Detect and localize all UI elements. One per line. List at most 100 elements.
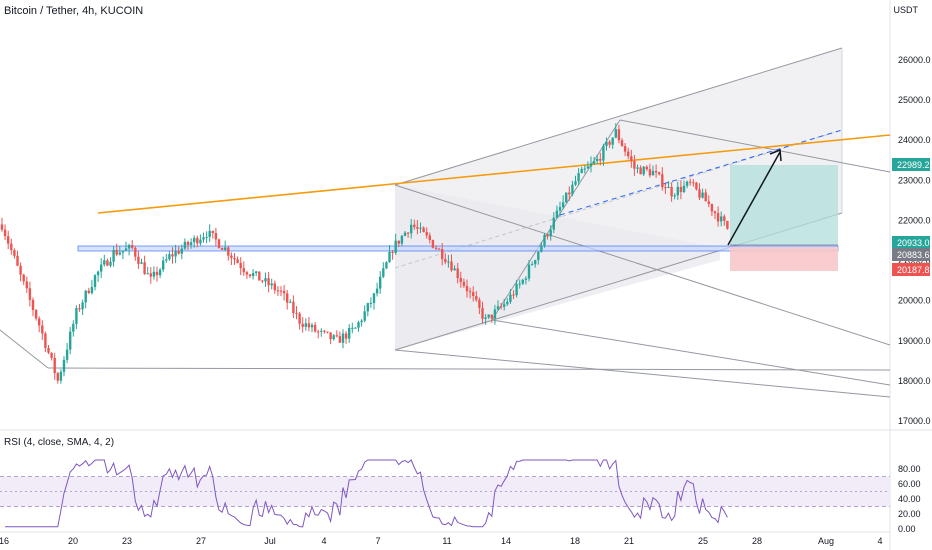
candle-body (7, 236, 10, 244)
candle-body (329, 332, 332, 340)
candle-body (289, 301, 292, 303)
candle-body (484, 317, 487, 319)
candle-body (441, 249, 444, 260)
candle-body (227, 247, 230, 256)
candle-body (565, 192, 568, 203)
candle-body (165, 259, 168, 261)
candle-body (323, 330, 326, 332)
candle-body (661, 174, 664, 188)
rsi-indicator-label[interactable]: RSI (4, close, SMA, 4, 2) (4, 437, 115, 448)
candle-body (509, 294, 512, 302)
candle-body (692, 182, 695, 184)
projection-arrow (727, 151, 781, 246)
candle-body (530, 264, 534, 266)
time-tick-label: 27 (196, 536, 206, 546)
price-tick-label: 17000.0 (898, 416, 931, 426)
candle-body (670, 186, 673, 197)
support-zone (77, 245, 839, 252)
candle-body (270, 283, 273, 286)
candle-body (351, 327, 354, 329)
candle-body (496, 306, 500, 310)
candle-body (580, 168, 583, 174)
candle-body (56, 373, 59, 381)
candle-body (685, 181, 689, 186)
candle-body (459, 278, 462, 282)
candle-body (50, 352, 53, 358)
projection-arrowhead (769, 148, 782, 162)
candle-body (521, 279, 524, 284)
candle-body (676, 186, 679, 196)
candle-body (589, 163, 593, 167)
candle-body (152, 271, 156, 277)
candle-body (344, 333, 348, 339)
candle-body (25, 281, 28, 289)
candle-body (651, 171, 655, 176)
candle-body (357, 322, 360, 328)
handle-line (491, 119, 621, 321)
time-tick-label: 20 (68, 536, 78, 546)
price-tag-label: 20883.6 (897, 250, 930, 260)
price-tag-box (892, 158, 930, 171)
candle-body (34, 310, 38, 319)
price-unit: USDT (893, 5, 919, 15)
candle-body (326, 331, 329, 333)
price-tick-label: 25000.0 (898, 95, 931, 105)
candle-body (158, 269, 162, 276)
take-profit-zone (730, 165, 838, 245)
candle-body (639, 167, 642, 175)
candle-body (596, 158, 599, 162)
candle-body (682, 185, 686, 192)
left-diagonal (0, 329, 49, 369)
time-tick-label: 11 (442, 536, 451, 546)
candle-body (84, 290, 87, 303)
candle-body (59, 371, 63, 381)
candle-body (230, 255, 233, 258)
candle-body (341, 333, 345, 343)
candle-body (506, 301, 509, 305)
candle-body (723, 216, 726, 221)
candle-body (258, 271, 261, 281)
candle-body (338, 336, 342, 343)
orange-trendline (97, 134, 891, 214)
candle-body (667, 186, 670, 189)
candle-body (183, 241, 187, 249)
candle-body (186, 241, 190, 246)
candle-body (103, 260, 106, 265)
candle-body (47, 348, 50, 353)
candle-body (286, 293, 289, 303)
candle-body (437, 248, 441, 250)
time-tick-label: Aug (818, 536, 834, 546)
time-tick-label: 23 (122, 536, 132, 546)
candle-body (456, 268, 459, 279)
candle-body (465, 285, 469, 292)
candle-body (112, 250, 115, 262)
candle-body (196, 237, 199, 244)
candle-body (614, 129, 617, 138)
candle-body (149, 273, 152, 277)
candle-body (385, 262, 388, 269)
candle-body (174, 251, 177, 257)
candle-body (143, 262, 146, 274)
median-dashed-gray (394, 129, 843, 269)
candle-body (379, 276, 382, 289)
candle-body (360, 320, 363, 323)
candle-body (499, 306, 503, 308)
candle-body (273, 283, 276, 291)
candle-body (503, 304, 506, 307)
candle-body (31, 299, 35, 311)
candle-body (44, 333, 47, 349)
candle-body (391, 251, 394, 253)
candle-body (131, 245, 134, 248)
candle-body (22, 274, 25, 282)
candle-body (217, 239, 221, 249)
candle-body (462, 281, 466, 286)
rsi-tick-label: 20.00 (898, 509, 921, 519)
candle-body (515, 284, 518, 296)
rsi-tick-label: 60.00 (898, 479, 921, 489)
candle-body (301, 323, 304, 327)
candle-body (96, 271, 100, 276)
descending-line-top (619, 119, 891, 173)
candle-body (90, 287, 94, 294)
candle-body (577, 173, 580, 182)
